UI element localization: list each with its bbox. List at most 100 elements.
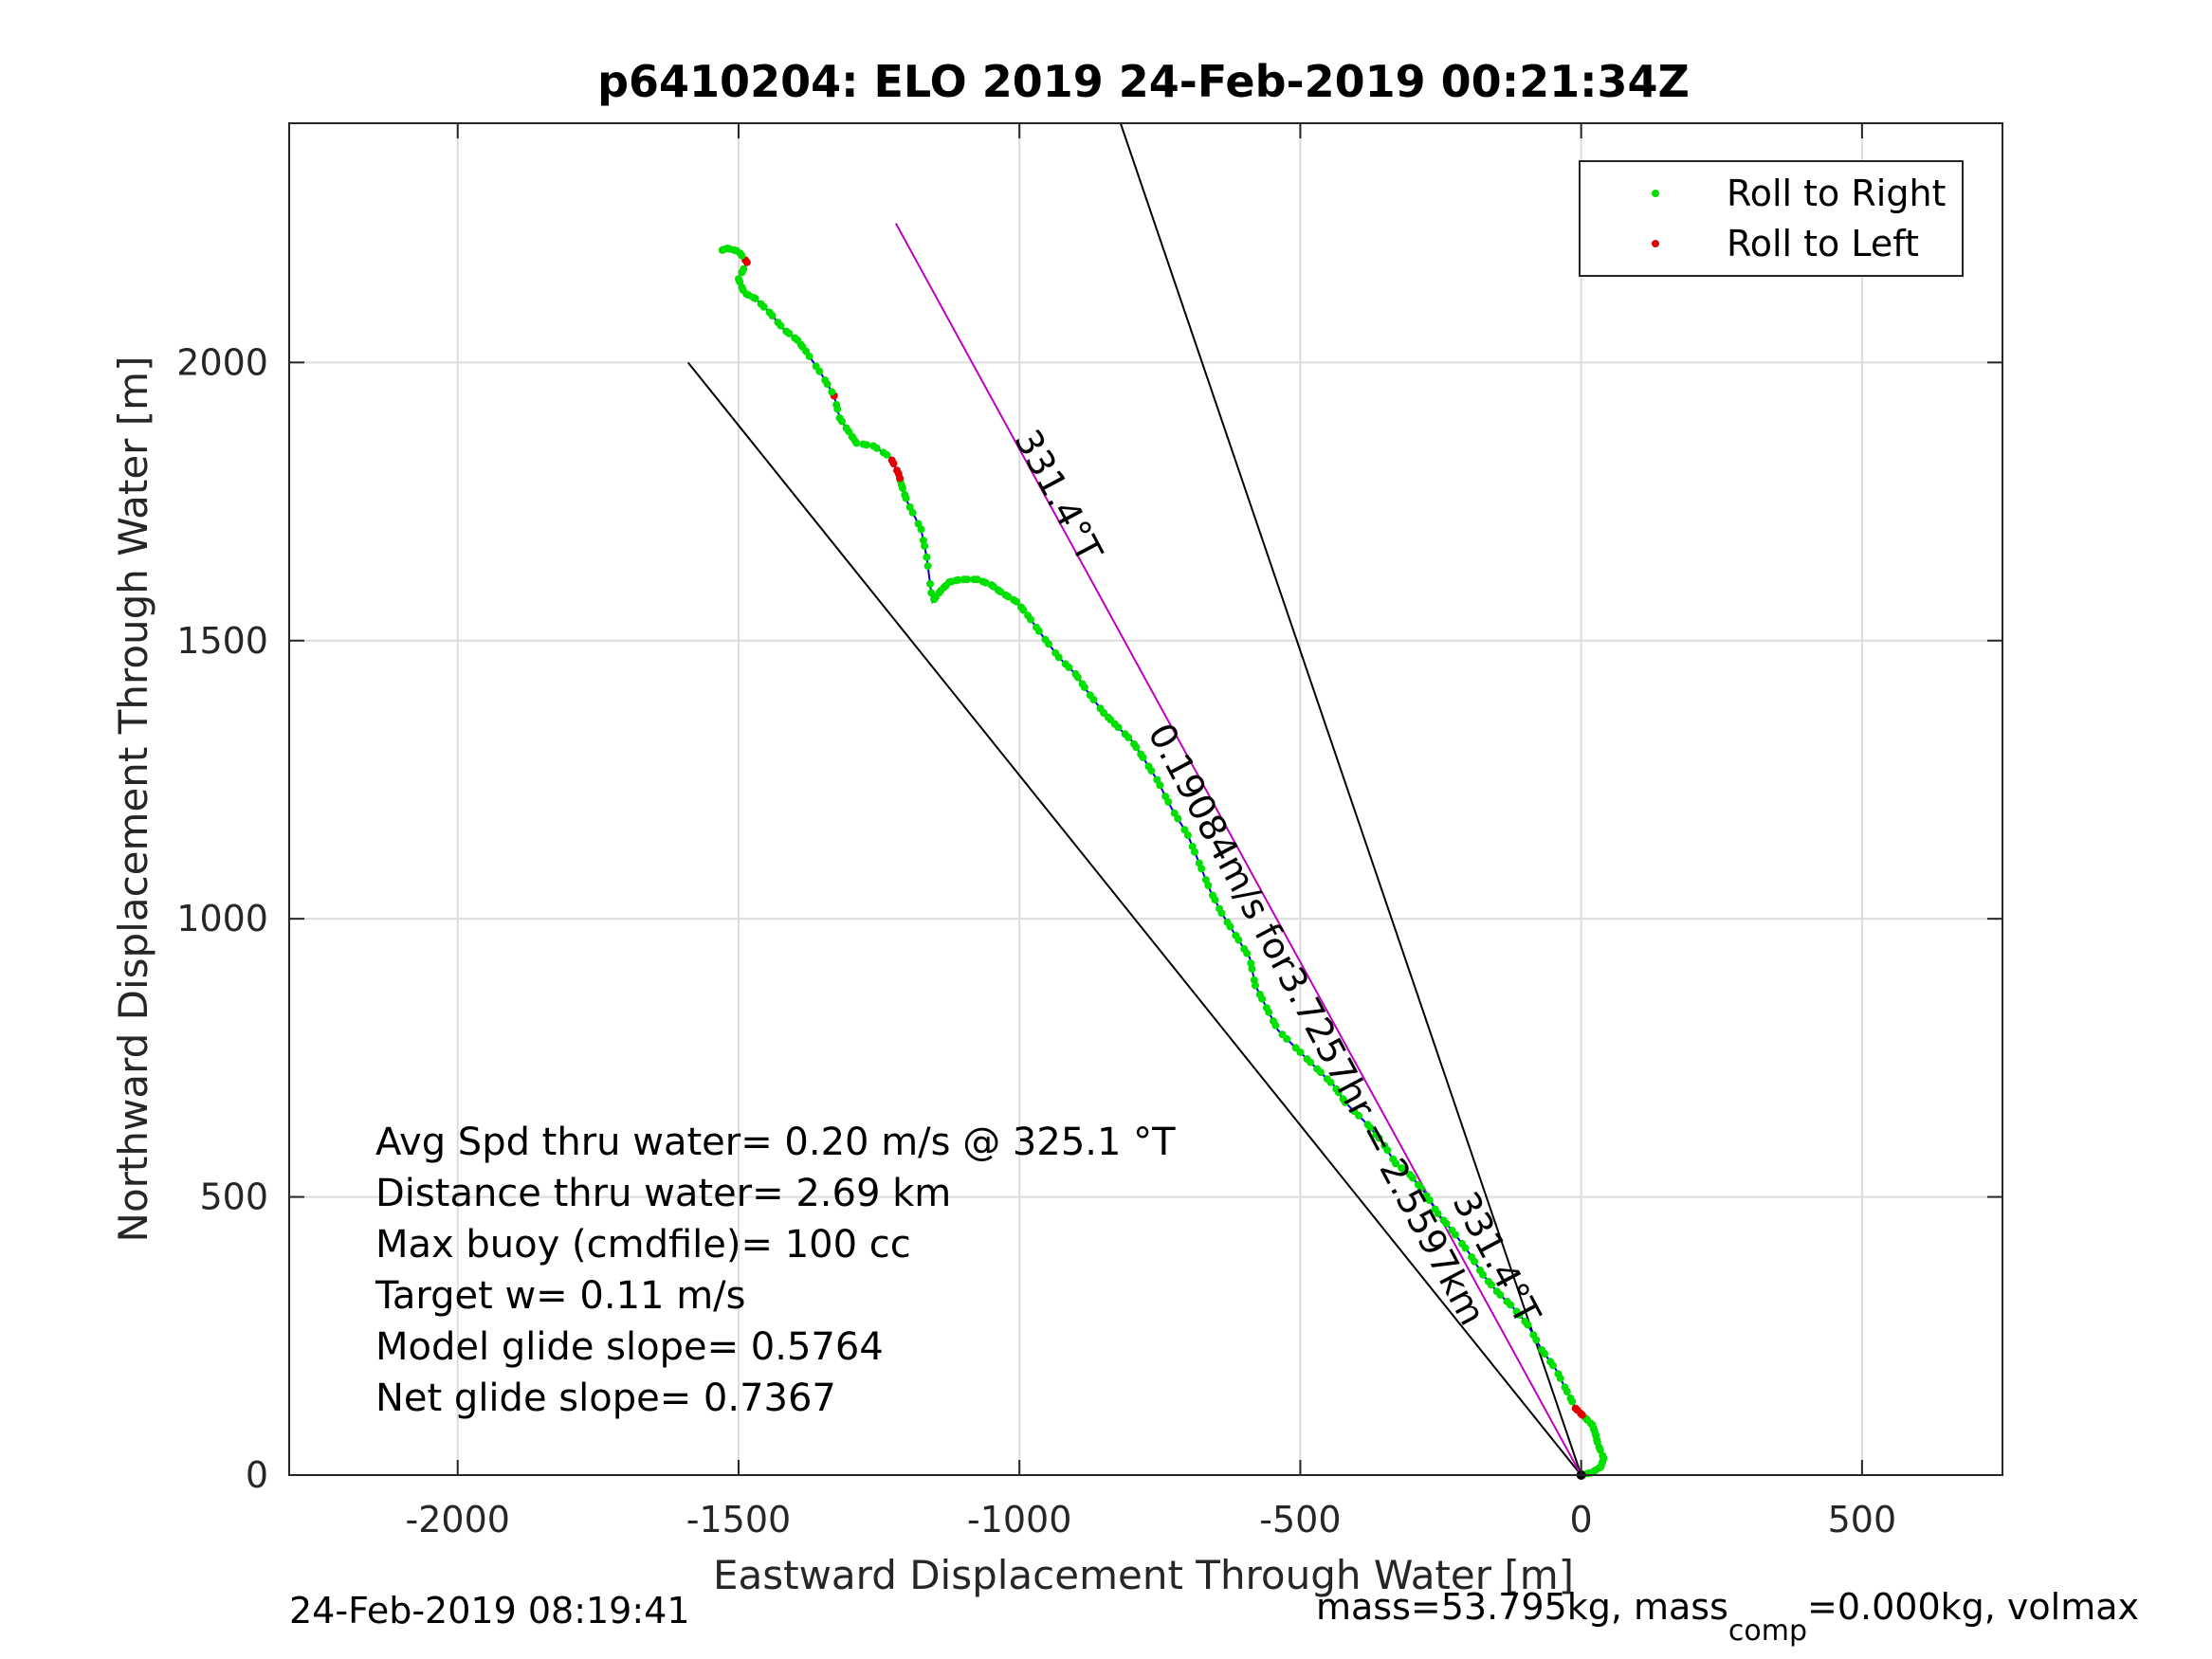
- roll-right-point: [1278, 1030, 1287, 1039]
- roll-right-point: [1363, 1121, 1372, 1129]
- y-tick-label: 500: [199, 1176, 268, 1218]
- roll-right-point: [828, 388, 836, 396]
- roll-right-point: [914, 520, 923, 528]
- roll-right-point: [1538, 1346, 1546, 1354]
- roll-right-point: [1024, 611, 1033, 620]
- annotation-line: Distance thru water= 2.69 km: [375, 1172, 951, 1215]
- roll-right-point: [1201, 876, 1210, 884]
- roll-right-point: [1209, 891, 1216, 900]
- roll-right-point: [1078, 680, 1087, 688]
- roll-right-point: [970, 575, 978, 584]
- roll-right-point: [1414, 1180, 1422, 1189]
- roll-right-point: [917, 525, 925, 534]
- roll-right-point: [960, 575, 968, 584]
- y-axis-label: Northward Displacement Through Water [m]: [110, 356, 156, 1243]
- x-tick-label: -1000: [967, 1499, 1071, 1540]
- x-tick-label: -1500: [686, 1499, 791, 1540]
- roll-right-point: [919, 537, 927, 545]
- roll-right-point: [835, 414, 844, 422]
- legend-marker-roll-left: [1652, 240, 1659, 247]
- annotation-line: Max buoy (cmdfile)= 100 cc: [375, 1223, 911, 1267]
- roll-right-point: [1303, 1055, 1311, 1064]
- annotation-line: Model glide slope= 0.5764: [375, 1325, 884, 1369]
- footer-timestamp: 24-Feb-2019 08:19:41: [289, 1590, 690, 1632]
- legend: Roll to Right Roll to Left: [1579, 160, 1964, 277]
- roll-right-point: [1041, 635, 1050, 644]
- roll-right-point: [1492, 1287, 1501, 1296]
- y-tick-label: 1500: [176, 620, 268, 662]
- roll-right-point: [740, 264, 748, 273]
- x-tick-label: 500: [1828, 1499, 1897, 1540]
- roll-right-point: [1144, 762, 1153, 771]
- x-axis-label: Eastward Displacement Through Water [m]: [713, 1552, 1574, 1598]
- roll-right-point: [765, 308, 774, 317]
- legend-label-roll-right: Roll to Right: [1727, 173, 1946, 214]
- axis-ticks: -2000 -1500 -1000 -500 0 500 0 500 1000 1500 2000: [176, 123, 2002, 1540]
- annotation-line: Net glide slope= 0.7367: [375, 1376, 836, 1420]
- roll-right-point: [1431, 1205, 1439, 1213]
- roll-right-point: [1380, 1141, 1389, 1150]
- roll-right-point: [735, 275, 742, 283]
- roll-right-point: [1339, 1095, 1347, 1103]
- reference-lines: [686, 122, 1582, 1476]
- roll-right-point: [812, 362, 820, 371]
- roll-right-point: [1389, 1155, 1398, 1163]
- roll-right-point: [926, 579, 934, 588]
- roll-right-point: [1183, 831, 1192, 840]
- roll-right-point: [1180, 826, 1189, 834]
- roll-right-point: [901, 491, 909, 499]
- plot-area: [289, 123, 2002, 1475]
- roll-right-point: [791, 334, 799, 342]
- roll-right-point: [832, 400, 841, 409]
- roll-right-point: [821, 376, 830, 385]
- legend-label-roll-left: Roll to Left: [1727, 223, 1919, 264]
- footer-mass-prefix: mass=53.795kg, mass: [1316, 1586, 1728, 1628]
- roll-right-point: [879, 448, 887, 457]
- roll-right-point: [869, 442, 878, 450]
- roll-right-point: [1546, 1358, 1555, 1366]
- roll-right-point: [1350, 1107, 1359, 1116]
- roll-left-point: [893, 466, 901, 475]
- x-tick-label: 0: [1570, 1499, 1593, 1540]
- annotation-line: Avg Spd thru water= 0.20 m/s @ 325.1 °T: [375, 1121, 1176, 1164]
- roll-right-point: [1270, 1017, 1277, 1026]
- roll-right-point: [1422, 1192, 1431, 1200]
- roll-right-point: [1313, 1065, 1322, 1073]
- roll-right-point: [1323, 1075, 1331, 1084]
- roll-right-point: [1137, 750, 1145, 758]
- roll-right-point: [1561, 1383, 1569, 1392]
- y-tick-label: 0: [246, 1454, 268, 1496]
- roll-right-point: [1170, 809, 1179, 817]
- y-tick-label: 1000: [176, 898, 268, 939]
- roll-right-point: [1521, 1318, 1529, 1325]
- roll-right-point: [1512, 1307, 1521, 1316]
- roll-right-point: [930, 595, 939, 604]
- roll-right-point: [1061, 660, 1069, 668]
- roll-right-point: [1195, 859, 1203, 867]
- roll-right-point: [1130, 739, 1139, 748]
- roll-right-point: [718, 246, 726, 254]
- roll-right-point: [1291, 1044, 1300, 1052]
- reference-line-c: [894, 223, 1582, 1476]
- roll-right-point: [1017, 603, 1025, 611]
- roll-right-point: [1010, 595, 1018, 604]
- grid-lines: [289, 123, 2002, 1476]
- legend-box: [1579, 160, 1964, 277]
- annotation-line: Target w= 0.11 m/s: [375, 1274, 745, 1318]
- footer-mass-subscript: comp: [1728, 1614, 1807, 1648]
- roll-right-point: [1476, 1267, 1484, 1274]
- roll-right-point: [923, 562, 932, 571]
- roll-right-point: [1398, 1164, 1406, 1173]
- roll-right-point: [1468, 1253, 1476, 1261]
- roll-right-point: [859, 440, 868, 448]
- roll-right-point: [1121, 730, 1129, 738]
- stats-annotation: Avg Spd thru water= 0.20 m/s @ 325.1 °T …: [375, 1121, 1176, 1420]
- roll-right-point: [1250, 975, 1258, 984]
- legend-marker-roll-right: [1652, 190, 1659, 197]
- reference-line-a: [686, 361, 1582, 1476]
- roll-right-point: [1262, 1004, 1271, 1012]
- roll-right-point: [1439, 1216, 1448, 1225]
- roll-right-point: [1503, 1297, 1511, 1305]
- roll-right-point: [1161, 793, 1170, 801]
